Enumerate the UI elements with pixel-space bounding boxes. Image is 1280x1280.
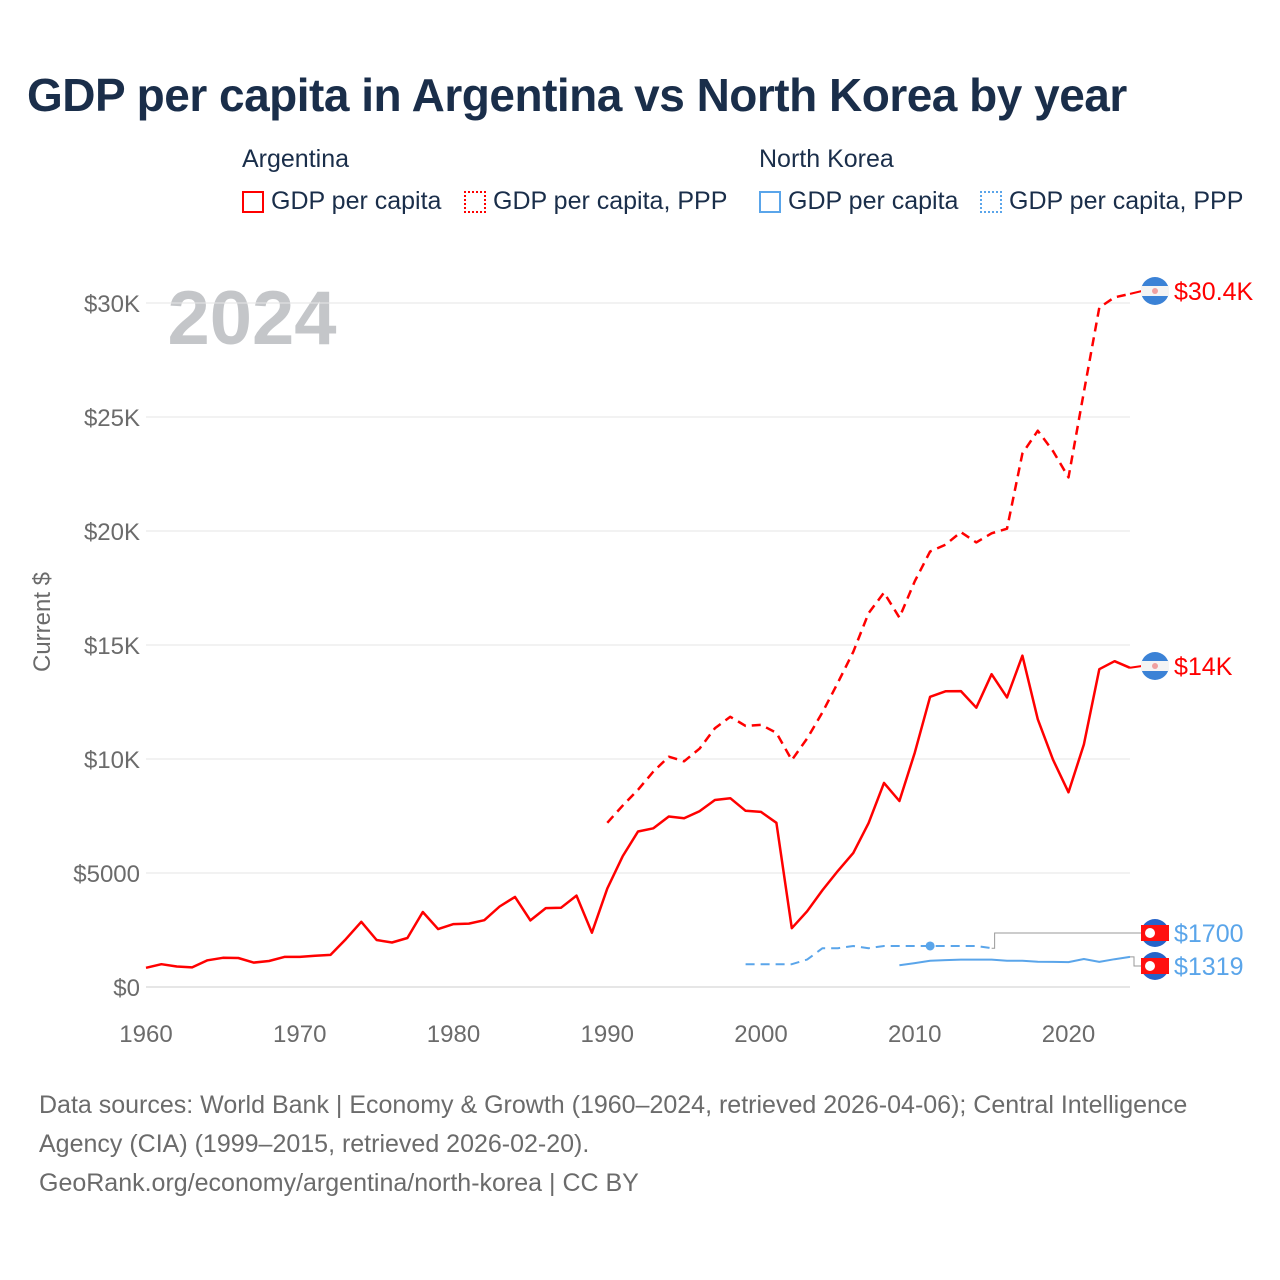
label-connector — [1129, 665, 1143, 669]
y-tick-label: $25K — [84, 405, 140, 432]
y-tick-label: $10K — [84, 747, 140, 774]
line-chart: 2024 Current $ $0 $5000 $10K $15K $20K $25K $3… — [29, 276, 1254, 1048]
flag-sun — [1152, 288, 1158, 294]
data-point — [925, 941, 935, 951]
series-line — [899, 955, 1131, 967]
series-line — [745, 945, 992, 966]
credit-link[interactable]: GeoRank.org/economy/argentina/north-kore… — [39, 1169, 639, 1197]
legend-group-argentina: Argentina — [242, 145, 350, 173]
y-axis-label: Current $ — [29, 572, 56, 672]
legend-label: GDP per capita — [788, 187, 959, 215]
label-connector — [1130, 956, 1142, 967]
data-sources: Data sources: World Bank | Economy & Gro… — [39, 1091, 1188, 1158]
x-tick-label: 1980 — [427, 1021, 480, 1048]
end-value-label: $30.4K — [1174, 278, 1254, 306]
y-tick-label: $30K — [84, 291, 140, 318]
legend-swatch-dotted — [980, 190, 1002, 213]
legend-label: GDP per capita — [271, 187, 442, 215]
flag-star-disc — [1145, 928, 1155, 938]
end-value-label: $1700 — [1174, 920, 1244, 948]
end-value-label: $1319 — [1174, 953, 1244, 981]
y-tick-label: $0 — [113, 975, 140, 1002]
legend-item-argentina-ppp[interactable]: GDP per capita, PPP — [464, 187, 727, 216]
legend-item-north-korea-ppp[interactable]: GDP per capita, PPP — [980, 187, 1243, 216]
end-value-label: $14K — [1174, 653, 1233, 681]
x-tick-label: 2000 — [734, 1021, 787, 1048]
label-connector — [991, 932, 1142, 949]
legend-swatch-solid — [242, 190, 264, 213]
x-tick-label: 2010 — [888, 1021, 941, 1048]
y-tick-label: $20K — [84, 519, 140, 546]
y-tick-label: $15K — [84, 633, 140, 660]
x-tick-label: 2020 — [1042, 1021, 1095, 1048]
y-tick-label: $5000 — [73, 861, 140, 888]
x-tick-label: 1970 — [273, 1021, 326, 1048]
footer: Data sources: World Bank | Economy & Gro… — [39, 1086, 1249, 1203]
x-tick-label: 1960 — [119, 1021, 172, 1048]
label-connector — [1129, 290, 1143, 295]
x-tick-label: 1990 — [581, 1021, 634, 1048]
series-line — [606, 292, 1131, 824]
flag-star-disc — [1145, 961, 1155, 971]
year-watermark: 2024 — [167, 276, 336, 361]
chart-title: GDP per capita in Argentina vs North Kor… — [27, 69, 1127, 121]
legend-label: GDP per capita, PPP — [1009, 187, 1244, 215]
legend-swatch-dotted — [464, 190, 486, 213]
legend-group-north-korea: North Korea — [759, 145, 894, 173]
legend-item-north-korea-gdp[interactable]: GDP per capita — [759, 187, 958, 216]
flag-sun — [1152, 663, 1158, 669]
legend-label: GDP per capita, PPP — [493, 187, 728, 215]
legend-item-argentina-gdp[interactable]: GDP per capita — [242, 187, 441, 216]
series-line — [145, 654, 1131, 970]
legend-swatch-solid — [759, 190, 781, 213]
